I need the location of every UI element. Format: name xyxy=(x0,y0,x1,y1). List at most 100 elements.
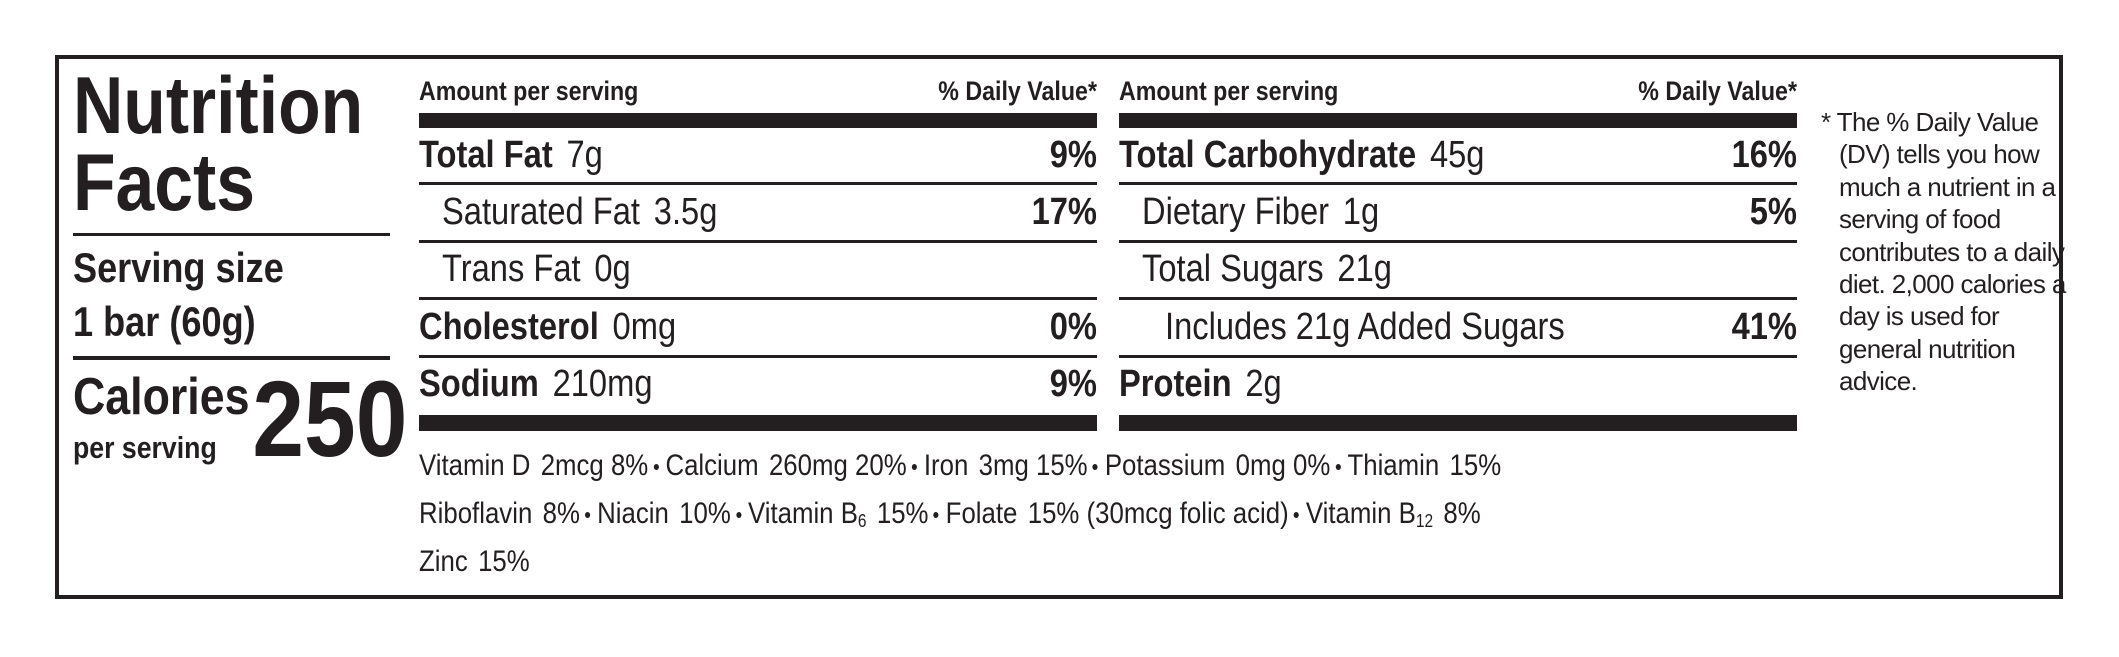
vitamin-name: Iron xyxy=(923,449,969,482)
vitamin-name: Potassium xyxy=(1104,449,1226,482)
vitamin-value: 15% xyxy=(1449,449,1502,482)
row-rule xyxy=(1119,354,1797,358)
vitamin-value: 8% xyxy=(542,497,580,530)
nutrient-amount: 1g xyxy=(1342,191,1380,234)
row-rule xyxy=(419,182,1097,186)
nutrient-name: Trans Fat xyxy=(441,248,581,291)
separator xyxy=(933,512,939,519)
separator xyxy=(911,464,917,471)
header-amount: Amount per serving xyxy=(419,75,639,106)
nutrient-name: Saturated Fat xyxy=(441,191,641,234)
nutrient-row: Dietary Fiber 1g 5% xyxy=(1119,185,1797,239)
vitamin-name: Niacin xyxy=(597,497,669,530)
calories-value: 250 xyxy=(252,358,408,479)
nutrient-name: Total Fat xyxy=(419,133,553,176)
nutrient-row: Total Carbohydrate 45g 16% xyxy=(1119,128,1797,182)
vitamin-name: Vitamin D xyxy=(419,449,531,482)
serving-label: Serving size xyxy=(73,244,284,291)
thick-bar xyxy=(1119,415,1797,431)
vitamin-value: 3mg 15% xyxy=(978,449,1088,482)
nutrient-name: Total Carbohydrate xyxy=(1119,133,1417,176)
nutrient-amount: 2g xyxy=(1245,363,1282,406)
title: Nutrition Facts xyxy=(73,61,364,228)
nutrient-row: Total Sugars 21g xyxy=(1119,243,1797,297)
thick-bar xyxy=(419,113,1097,128)
nutrient-row: Trans Fat 0g xyxy=(419,243,1097,297)
vitamin-name: Calcium xyxy=(665,449,759,482)
nutrient-row: Cholesterol 0mg 0% xyxy=(419,300,1097,354)
header-dv: % Daily Value* xyxy=(938,75,1097,106)
separator xyxy=(585,512,591,519)
nutrient-amount: 0mg xyxy=(612,305,677,348)
nutrient-dv: 9% xyxy=(1049,133,1097,176)
vitamin-value: 15% (30mcg folic acid) xyxy=(1027,497,1289,530)
separator xyxy=(653,464,659,471)
row-rule xyxy=(1119,297,1797,301)
row-rule xyxy=(419,239,1097,243)
vitamin-value: 8% xyxy=(1443,497,1481,530)
vitamin-name: Thiamin xyxy=(1347,449,1440,482)
serving-amount: 1 bar (60g) xyxy=(73,298,256,345)
vitamin-subscript: 6 xyxy=(857,511,867,531)
column-header: Amount per serving % Daily Value* xyxy=(1119,74,1797,108)
separator xyxy=(1335,464,1341,471)
nutrient-name: Sodium xyxy=(419,363,539,406)
separator xyxy=(1293,512,1300,519)
vitamin-name: Vitamin B xyxy=(1305,497,1416,530)
row-rule xyxy=(1119,239,1797,243)
footnote: * The % Daily Value (DV) tells you how m… xyxy=(1821,107,2066,397)
nutrient-amount: 45g xyxy=(1429,133,1485,176)
nutrient-amount: 21g xyxy=(1337,248,1392,291)
row-rule xyxy=(1119,182,1797,186)
nutrient-dv: 0% xyxy=(1049,305,1097,348)
vitamin-value: 0mg 0% xyxy=(1235,449,1331,482)
vitamin-value: 2mcg 8% xyxy=(540,449,649,482)
label-border xyxy=(55,55,2063,599)
row-rule xyxy=(419,297,1097,301)
nutrient-amount: 0g xyxy=(594,248,631,291)
header-dv: % Daily Value* xyxy=(1638,75,1797,106)
calories-label: Calories xyxy=(73,368,250,426)
nutrient-dv: 5% xyxy=(1749,191,1797,234)
header-amount: Amount per serving xyxy=(1119,75,1339,106)
vitamin-value: 15% xyxy=(876,497,929,530)
rule xyxy=(73,233,390,236)
nutrient-row: Total Fat 7g 9% xyxy=(419,128,1097,182)
rule xyxy=(73,356,390,360)
vitamin-name: Folate xyxy=(945,497,1018,530)
vitamin-value: 15% xyxy=(478,545,530,578)
vitamin-value: 260mg 20% xyxy=(768,449,907,482)
vitamin-subscript: 12 xyxy=(1415,511,1434,531)
vitamin-line: Riboflavin 8% Niacin 10% Vitamin B6 15% Folate… xyxy=(419,496,1481,539)
nutrient-name: Protein xyxy=(1119,363,1232,406)
separator xyxy=(735,512,742,519)
vitamin-name: Zinc xyxy=(419,545,468,578)
column-header: Amount per serving % Daily Value* xyxy=(419,74,1097,108)
vitamin-value: 10% xyxy=(679,497,731,530)
row-rule xyxy=(419,354,1097,358)
nutrient-name: Total Sugars xyxy=(1141,248,1324,291)
nutrient-row: Saturated Fat 3.5g 17% xyxy=(419,185,1097,239)
nutrient-name: Dietary Fiber xyxy=(1141,191,1330,234)
nutrient-row: Protein 2g xyxy=(1119,358,1797,412)
nutrient-dv: 9% xyxy=(1049,363,1097,406)
nutrient-name: Includes 21g Added Sugars xyxy=(1164,305,1565,348)
nutrient-dv: 17% xyxy=(1031,191,1097,234)
nutrient-amount: 7g xyxy=(566,133,603,176)
thick-bar xyxy=(1119,113,1797,128)
nutrient-dv: 16% xyxy=(1731,133,1797,176)
separator xyxy=(1092,464,1098,471)
nutrient-name: Cholesterol xyxy=(419,305,599,348)
calories-sublabel: per serving xyxy=(73,430,217,465)
vitamin-line: Zinc 15% xyxy=(419,544,530,580)
vitamin-line: Vitamin D 2mcg 8% Calcium 260mg 20% Iron 3mg … xyxy=(419,448,1501,484)
thick-bar xyxy=(419,415,1097,431)
vitamin-name: Riboflavin xyxy=(419,497,533,530)
nutrient-amount: 210mg xyxy=(552,363,653,406)
nutrient-row: Includes 21g Added Sugars 41% xyxy=(1119,300,1797,354)
vitamin-name: Vitamin B xyxy=(747,497,858,530)
nutrient-amount: 3.5g xyxy=(653,191,718,234)
nutrient-row: Sodium 210mg 9% xyxy=(419,358,1097,412)
nutrient-dv: 41% xyxy=(1731,305,1797,348)
